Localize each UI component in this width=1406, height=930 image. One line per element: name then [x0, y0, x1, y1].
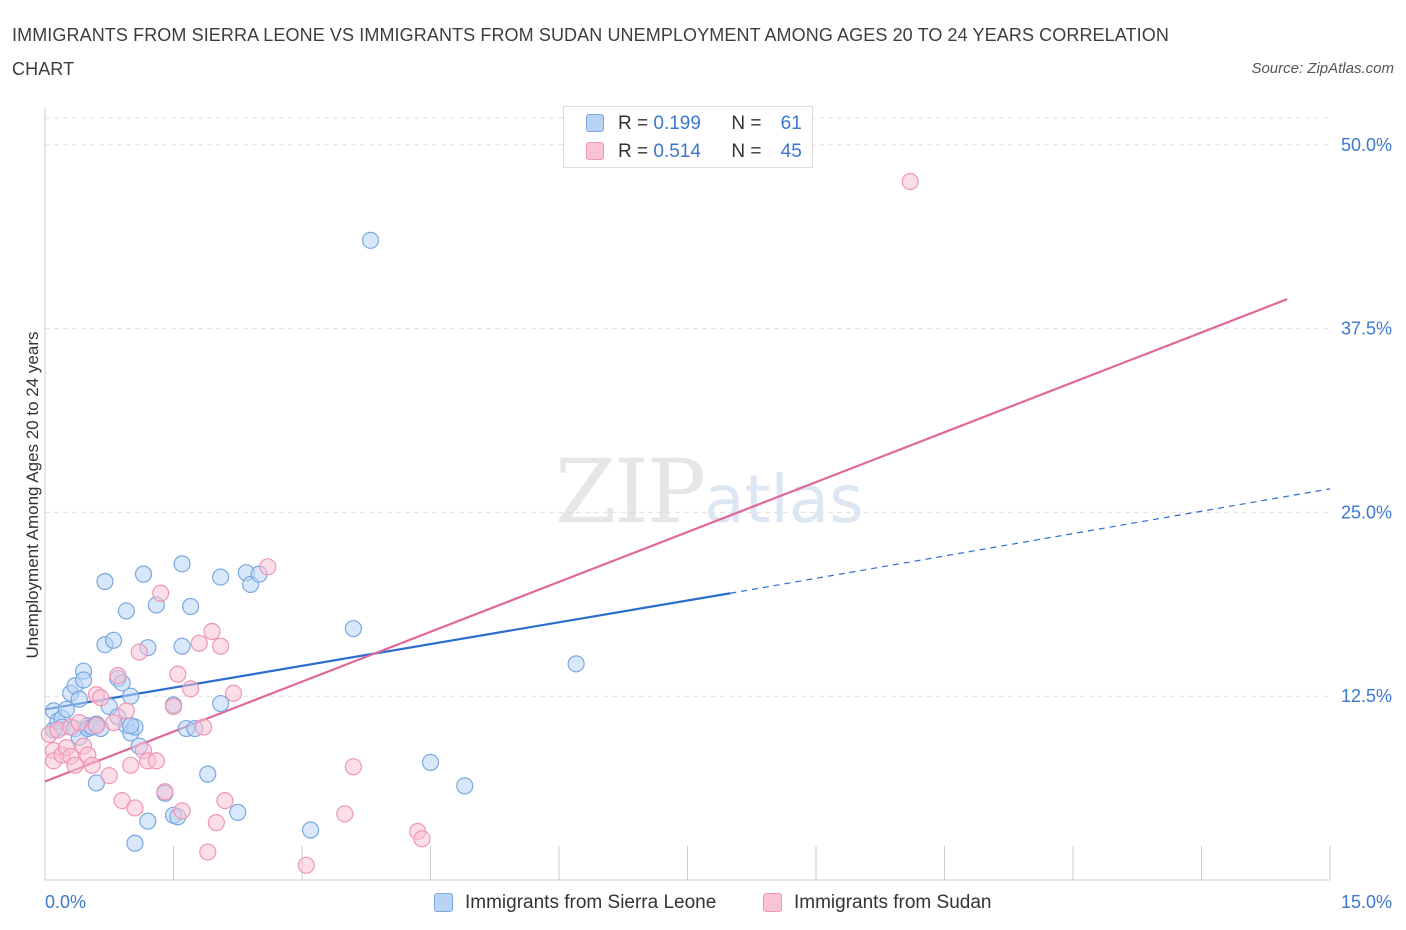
data-point-sierra-leone — [344, 619, 362, 638]
x-tick-label: 15.0% — [1341, 892, 1392, 912]
data-point-sudan — [152, 584, 170, 602]
chart-title: IMMIGRANTS FROM SIERRA LEONE VS IMMIGRAN… — [12, 25, 1169, 79]
series-name: Immigrants from Sierra Leone — [465, 892, 717, 913]
data-point-sudan — [109, 667, 127, 685]
legend-r-label: R = — [618, 141, 649, 162]
data-point-sierra-leone — [199, 765, 217, 783]
data-point-sudan — [83, 756, 101, 774]
data-point-sudan — [122, 756, 140, 774]
series-legend: Immigrants from Sierra Leone Immigrants … — [0, 888, 1406, 918]
data-point-sudan — [100, 766, 118, 785]
data-point-sierra-leone — [173, 555, 191, 573]
points-sudan — [40, 172, 919, 874]
data-point-sudan — [126, 799, 144, 817]
legend: R = 0.199 N = 61 R = 0.514 N = 45 — [563, 106, 813, 168]
data-point-sierra-leone — [126, 834, 144, 852]
data-point-sierra-leone — [301, 821, 320, 839]
data-point-sierra-leone — [74, 671, 93, 689]
data-point-sierra-leone — [122, 716, 140, 735]
tick-labels: 12.5% 25.0% 37.5% 50.0% 0.0% 15.0% — [45, 135, 1392, 912]
data-point-sudan — [182, 680, 200, 698]
x-tick-label: 0.0% — [45, 892, 86, 912]
data-point-sudan — [117, 702, 135, 720]
data-point-sudan — [164, 697, 183, 716]
data-point-sudan — [147, 752, 165, 770]
legend-row-sudan: R = 0.514 N = 45 — [586, 139, 802, 165]
y-tick-label: 50.0% — [1341, 135, 1392, 155]
legend-n-value: 61 — [780, 113, 802, 134]
y-tick-label: 25.0% — [1341, 502, 1392, 522]
data-point-sudan — [87, 716, 106, 735]
data-point-sudan — [207, 814, 225, 832]
gridlines — [45, 117, 1330, 697]
legend-r-value: 0.199 — [653, 113, 701, 134]
trend-line-sierra-leone-extension — [730, 488, 1331, 594]
data-point-sudan — [190, 634, 208, 652]
legend-n-label: N = — [731, 141, 762, 162]
legend-n-label: N = — [731, 113, 762, 134]
legend-swatch-blue — [586, 114, 604, 132]
legend-n-value: 45 — [780, 141, 802, 162]
data-point-sudan — [173, 802, 191, 820]
data-point-sudan — [259, 558, 277, 576]
data-point-sierra-leone — [134, 565, 153, 583]
series-legend-sierra-leone[interactable]: Immigrants from Sierra Leone — [434, 891, 716, 915]
data-point-sierra-leone — [173, 637, 191, 655]
trend-line-sierra-leone — [44, 592, 731, 711]
series-legend-sudan[interactable]: Immigrants from Sudan — [763, 891, 991, 915]
data-point-sudan — [413, 830, 431, 848]
data-point-sudan — [203, 622, 221, 641]
trend-line-sudan — [44, 298, 1288, 783]
data-point-sudan — [344, 758, 362, 776]
data-point-sierra-leone — [456, 777, 474, 795]
data-point-sierra-leone — [361, 231, 380, 249]
axes — [44, 108, 1331, 881]
series-swatch-pink — [763, 893, 782, 912]
data-point-sudan — [113, 791, 131, 810]
data-point-sierra-leone — [139, 812, 157, 830]
source-credit: Source: ZipAtlas.com — [1251, 60, 1394, 77]
series-name: Immigrants from Sudan — [794, 892, 992, 913]
data-point-sierra-leone — [57, 700, 76, 719]
data-point-sierra-leone — [117, 602, 135, 620]
legend-row-sierra-leone: R = 0.199 N = 61 — [586, 111, 802, 137]
data-point-sudan — [92, 689, 110, 707]
data-point-sierra-leone — [229, 803, 247, 821]
data-point-sudan — [199, 843, 217, 861]
data-point-sudan — [66, 756, 84, 774]
data-point-sierra-leone — [87, 774, 106, 792]
data-point-sierra-leone — [96, 572, 114, 591]
data-point-sierra-leone — [212, 694, 230, 713]
legend-r-value: 0.514 — [653, 141, 701, 162]
data-point-sierra-leone — [212, 568, 230, 586]
legend-r-label: R = — [618, 113, 649, 134]
y-axis-label: Unemployment Among Ages 20 to 24 years — [23, 332, 42, 659]
data-point-sudan — [70, 714, 88, 732]
legend-swatch-pink — [586, 142, 604, 160]
data-point-sierra-leone — [421, 753, 440, 771]
data-point-sierra-leone — [567, 655, 585, 673]
trend-lines — [44, 298, 1331, 783]
data-point-sudan — [216, 791, 234, 810]
y-tick-label: 37.5% — [1341, 319, 1392, 339]
y-tick-label: 12.5% — [1341, 686, 1392, 706]
data-point-sudan — [194, 718, 213, 736]
data-point-sierra-leone — [104, 631, 123, 649]
data-point-sierra-leone — [182, 597, 200, 616]
data-point-sudan — [156, 783, 174, 801]
data-point-sudan — [130, 643, 148, 661]
data-point-sudan — [336, 805, 354, 823]
watermark-zip: ZIP — [555, 440, 706, 543]
data-point-sierra-leone — [122, 687, 140, 705]
series-swatch-blue — [434, 893, 453, 912]
data-point-sudan — [212, 637, 230, 655]
data-point-sudan — [224, 684, 243, 702]
data-point-sudan — [297, 856, 315, 874]
data-point-sudan — [901, 172, 919, 191]
data-point-sudan — [169, 665, 187, 683]
data-point-sudan — [104, 714, 123, 732]
data-point-sierra-leone — [70, 690, 88, 708]
